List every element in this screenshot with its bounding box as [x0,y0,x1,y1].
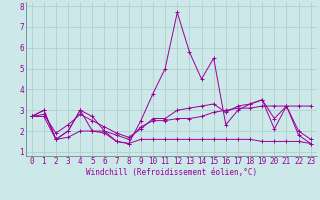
X-axis label: Windchill (Refroidissement éolien,°C): Windchill (Refroidissement éolien,°C) [86,168,257,177]
